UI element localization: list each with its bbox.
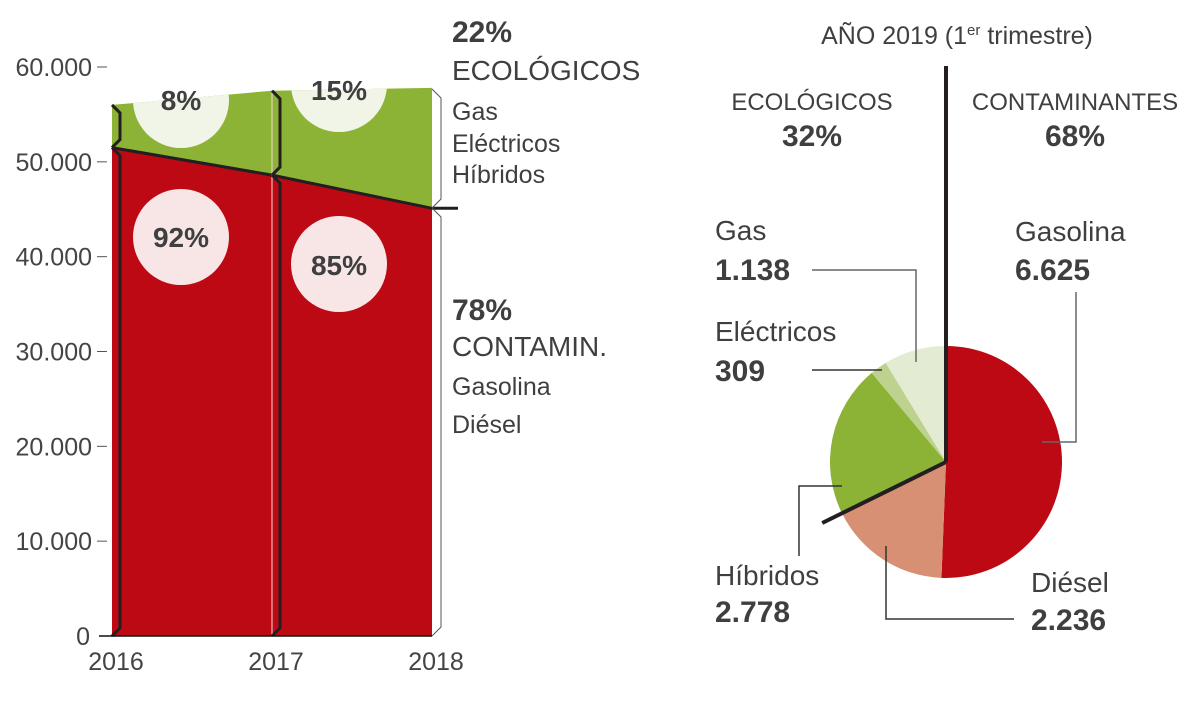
area-chart: 0 10.000 20.000 30.000 40.000 50.000 60.000 20… bbox=[16, 16, 641, 676]
pie-slice-gas bbox=[885, 346, 946, 462]
slice-label-gas: Gas bbox=[715, 215, 766, 246]
series-boundary-line bbox=[111, 146, 458, 210]
pie-slices bbox=[830, 346, 1062, 578]
brace-ecologicos bbox=[110, 103, 122, 149]
x-tick-label: 2018 bbox=[408, 648, 464, 676]
legend-item-diesel: Diésel bbox=[452, 411, 521, 439]
slice-value-gasolina: 6.625 bbox=[1015, 254, 1090, 287]
pie-slice-electricos bbox=[871, 362, 946, 462]
slice-label-diesel: Diésel bbox=[1031, 567, 1109, 598]
group-ecologicos-pct: 32% bbox=[782, 120, 842, 153]
brace-contaminantes bbox=[110, 146, 122, 638]
pie-chart: AÑO 2019 (1er trimestre) ECOLÓGICOS 32% … bbox=[715, 21, 1178, 637]
stacked-areas bbox=[110, 87, 458, 638]
legend-item-hibridos: Híbridos bbox=[452, 161, 545, 189]
badge-circle-2017-contaminantes bbox=[291, 216, 387, 312]
pie-title: AÑO 2019 (1er trimestre) bbox=[821, 21, 1093, 50]
legend-contaminantes-title: CONTAMIN. bbox=[452, 331, 607, 362]
slice-value-diesel: 2.236 bbox=[1031, 604, 1106, 637]
leader-gas bbox=[812, 269, 917, 362]
leader-hibridos bbox=[798, 485, 842, 556]
badge-circle-2017-ecologicos bbox=[291, 87, 387, 132]
slice-label-gasolina: Gasolina bbox=[1015, 216, 1126, 247]
percentage-badges bbox=[133, 87, 387, 312]
brace-contaminantes bbox=[270, 174, 282, 638]
legend-item-gas: Gas bbox=[452, 98, 498, 126]
badge-label-2017-contaminantes: 85% bbox=[311, 250, 367, 281]
y-tick-label: 0 bbox=[76, 623, 90, 651]
y-axis: 0 10.000 20.000 30.000 40.000 50.000 60.000 bbox=[16, 54, 107, 651]
slice-label-electricos: Eléctricos bbox=[715, 316, 836, 347]
slice-label-hibridos: Híbridos bbox=[715, 560, 819, 591]
legend-item-electricos: Eléctricos bbox=[452, 130, 560, 158]
pie-slice-gasolina bbox=[941, 346, 1062, 578]
y-tick-label: 20.000 bbox=[16, 433, 92, 461]
y-tick-label: 50.000 bbox=[16, 149, 92, 177]
y-tick-label: 30.000 bbox=[16, 339, 92, 367]
slice-value-hibridos: 2.778 bbox=[715, 596, 790, 629]
group-contaminantes-label: CONTAMINANTES bbox=[972, 89, 1178, 116]
y-tick-label: 60.000 bbox=[16, 54, 92, 82]
x-tick-label: 2016 bbox=[88, 648, 144, 676]
slice-value-gas: 1.138 bbox=[715, 254, 790, 287]
badge-labels: 8% 92% 15% 85% bbox=[153, 75, 367, 281]
slice-value-electricos: 309 bbox=[715, 355, 765, 388]
y-tick-label: 40.000 bbox=[16, 244, 92, 272]
group-ecologicos-label: ECOLÓGICOS bbox=[731, 89, 892, 116]
leader-diesel bbox=[885, 546, 1014, 620]
legend-contaminantes-pct: 78% bbox=[452, 294, 512, 327]
x-tick-label: 2017 bbox=[248, 648, 304, 676]
legend-ecologicos-pct: 22% bbox=[452, 16, 512, 49]
pie-slice-diesel bbox=[841, 462, 946, 578]
group-divider-diagonal bbox=[821, 460, 947, 525]
area-legend: 22% ECOLÓGICOS Gas Eléctricos Híbridos 7… bbox=[431, 16, 640, 637]
badge-circle-2016-ecologicos bbox=[133, 87, 229, 148]
leader-gasolina bbox=[1042, 292, 1077, 443]
badge-label-2017-ecologicos: 15% bbox=[311, 75, 367, 106]
brace-ecologicos bbox=[270, 89, 282, 177]
badge-circle-2016-contaminantes bbox=[133, 189, 229, 285]
x-axis: 2016 2017 2018 bbox=[88, 635, 464, 676]
y-tick-label: 10.000 bbox=[16, 528, 92, 556]
legend-item-gasolina: Gasolina bbox=[452, 373, 551, 401]
legend-brace-contaminantes bbox=[431, 207, 442, 637]
badge-label-2016-ecologicos: 8% bbox=[161, 85, 202, 116]
group-contaminantes-pct: 68% bbox=[1045, 120, 1105, 153]
pie-slice-hibridos bbox=[830, 372, 946, 514]
badge-label-2016-contaminantes: 92% bbox=[153, 222, 209, 253]
legend-ecologicos-title: ECOLÓGICOS bbox=[452, 55, 640, 86]
legend-brace-ecologicos bbox=[431, 88, 442, 209]
